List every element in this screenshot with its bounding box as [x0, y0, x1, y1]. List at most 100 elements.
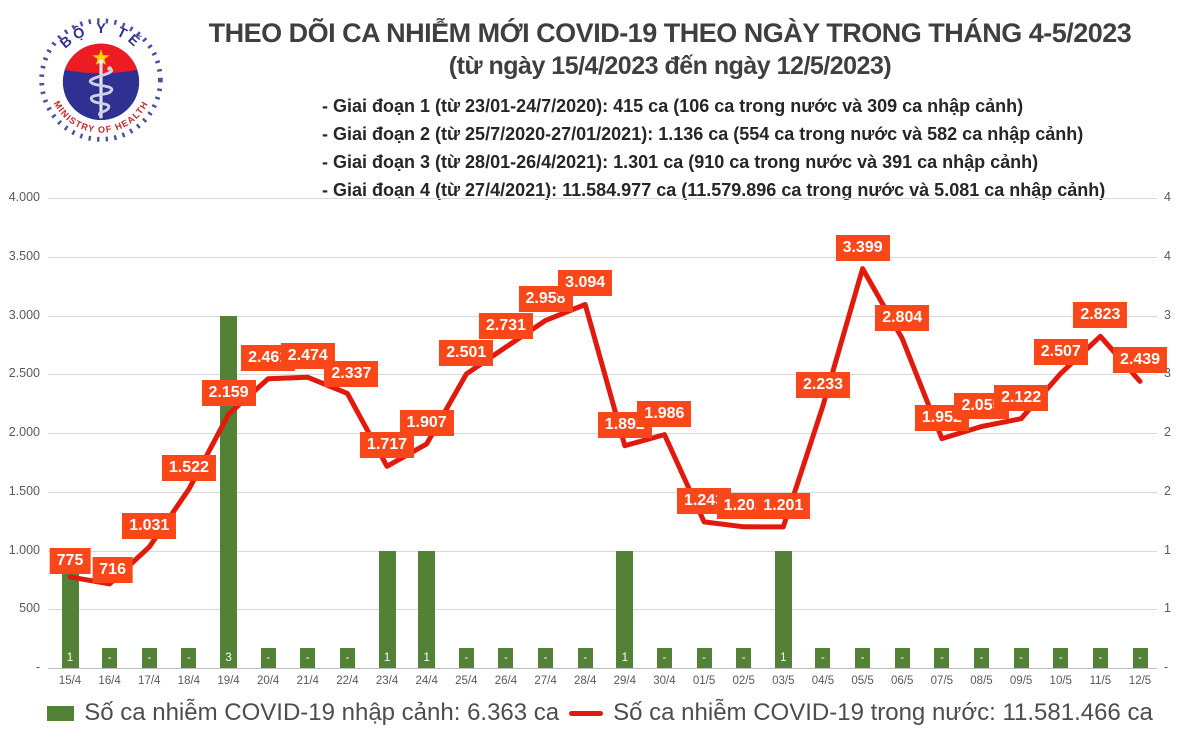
imported-cases-bar [1132, 648, 1148, 668]
imported-cases-bar [1053, 648, 1069, 668]
imported-cases-bar [973, 648, 989, 668]
phase-summary-list: - Giai đoạn 1 (từ 23/01-24/7/2020): 415 … [322, 92, 1105, 204]
domestic-cases-value-label: 2.122 [994, 384, 1049, 411]
domestic-cases-value-label: 1.986 [637, 400, 692, 427]
domestic-cases-value-label: 1.201 [756, 492, 811, 519]
y-axis-label-left: 2.500 [8, 366, 40, 381]
x-axis-date-label: 05/5 [851, 675, 874, 687]
imported-cases-bar [696, 648, 712, 668]
x-axis-date-label: 15/4 [58, 675, 82, 687]
x-axis-date-label: 04/5 [811, 675, 835, 687]
imported-cases-bar-label: - [979, 652, 984, 664]
imported-cases-bar-label: - [821, 652, 825, 664]
phase-3-line: - Giai đoạn 3 (từ 28/01-26/4/2021): 1.30… [322, 152, 1039, 172]
y-axis-label-left: 500 [19, 601, 40, 616]
imported-cases-bar [577, 648, 593, 668]
imported-cases-bar [141, 648, 157, 668]
domestic-cases-value-label: 2.159 [201, 380, 256, 407]
x-axis-date-label: 22/4 [336, 675, 359, 687]
imported-cases-bar [220, 315, 238, 668]
phase-1-line: - Giai đoạn 1 (từ 23/01-24/7/2020): 415 … [322, 96, 1024, 116]
gridline [48, 491, 1157, 493]
logo-star [92, 49, 110, 66]
gridline [48, 550, 1157, 552]
imported-cases-bar [102, 648, 118, 668]
imported-cases-bar-label: - [1098, 652, 1103, 664]
imported-cases-bar [815, 648, 831, 668]
page-subtitle: (từ ngày 15/4/2023 đến ngày 12/5/2023) [448, 52, 892, 80]
imported-cases-bar [339, 648, 355, 668]
imported-cases-bar-label: 1 [383, 652, 391, 664]
x-axis-date-label: 18/4 [177, 675, 201, 687]
imported-cases-bar-label: - [345, 652, 350, 664]
imported-cases-bar-label: - [860, 652, 865, 664]
x-axis-date-label: 30/4 [653, 675, 676, 687]
x-axis-date-label: 06/5 [891, 675, 914, 687]
x-axis-date-label: 24/4 [415, 675, 438, 687]
domestic-cases-value-label: 2.823 [1073, 302, 1128, 329]
x-axis-date-label: 19/4 [217, 675, 240, 687]
imported-cases-bar-label: - [266, 652, 271, 664]
chart-legend: Số ca nhiễm COVID-19 nhập cảnh: 6.363 ca… [0, 699, 1200, 727]
x-axis-date-label: 29/4 [613, 675, 636, 687]
gridline [48, 315, 1157, 317]
domestic-cases-value-label: 716 [92, 556, 133, 583]
x-axis-date-label: 28/4 [573, 675, 597, 687]
phase-2-line: - Giai đoạn 2 (từ 25/7/2020-27/01/2021):… [322, 124, 1084, 144]
legend-domestic-label: Số ca nhiễm COVID-19 trong nước: 11.581.… [613, 699, 1153, 726]
imported-cases-bar-label: - [305, 652, 310, 664]
imported-cases-bar [260, 648, 276, 668]
domestic-cases-value-label: 1.031 [122, 512, 177, 539]
x-axis-date-label: 27/4 [534, 675, 557, 687]
imported-cases-bar-label: - [504, 652, 508, 664]
imported-cases-bar [736, 648, 752, 668]
y-axis-label-right: 2 [1164, 425, 1171, 439]
domestic-cases-value-label: 2.501 [439, 340, 494, 367]
domestic-cases-value-label: 2.731 [478, 313, 533, 340]
imported-cases-bar [656, 648, 672, 668]
y-axis-label-right: - [1164, 660, 1169, 674]
imported-cases-bar [855, 648, 871, 668]
domestic-cases-value-label: 2.439 [1112, 347, 1168, 374]
imported-cases-bar [181, 648, 197, 668]
logo-snake [89, 67, 114, 117]
phase-4-line: - Giai đoạn 4 (từ 27/4/2021): 11.584.977… [322, 180, 1106, 200]
imported-cases-bar-label: - [107, 652, 112, 664]
imported-cases-bar-label: 1 [780, 652, 787, 664]
gridline [48, 668, 1157, 669]
imported-cases-bar [458, 648, 474, 668]
x-axis-date-label: 17/4 [138, 675, 161, 687]
gridline [48, 374, 1157, 376]
imported-cases-bar [894, 648, 910, 668]
imported-cases-bar-label: 1 [66, 652, 74, 664]
domestic-cases-value-label: 2.337 [324, 361, 379, 388]
gridline [48, 609, 1157, 611]
domestic-cases-value-label: 2.233 [795, 371, 850, 398]
imported-cases-bar-label: 3 [225, 652, 232, 664]
domestic-cases-value-label: 2.804 [875, 304, 930, 331]
x-axis-date-label: 21/4 [296, 675, 319, 687]
x-axis-date-label: 12/5 [1128, 675, 1152, 687]
imported-cases-bar [498, 648, 514, 668]
x-axis-date-label: 02/5 [732, 675, 755, 687]
y-axis-label-left: 3.500 [8, 248, 40, 263]
legend-domestic-swatch [569, 710, 604, 716]
imported-cases-bar-label: - [583, 652, 588, 664]
x-axis-date-label: 08/5 [970, 675, 993, 687]
imported-cases-bar [1092, 648, 1108, 668]
imported-cases-bar-label: - [543, 652, 548, 664]
imported-cases-bar-label: - [186, 652, 191, 664]
y-axis-label-left: - [35, 660, 40, 674]
x-axis-date-label: 16/4 [98, 675, 121, 687]
logo-emblem [62, 43, 140, 121]
domestic-cases-value-label: 3.094 [558, 270, 613, 297]
imported-cases-bar [300, 648, 316, 668]
x-axis-date-label: 11/5 [1089, 675, 1112, 687]
imported-cases-bar-label: 1 [621, 652, 629, 664]
y-axis-label-left: 2.000 [8, 425, 40, 439]
y-axis-label-right: 3 [1164, 307, 1171, 322]
imported-cases-bar-label: - [1019, 652, 1024, 664]
imported-cases-bar [934, 648, 950, 668]
y-axis-label-right: 4 [1164, 248, 1171, 263]
